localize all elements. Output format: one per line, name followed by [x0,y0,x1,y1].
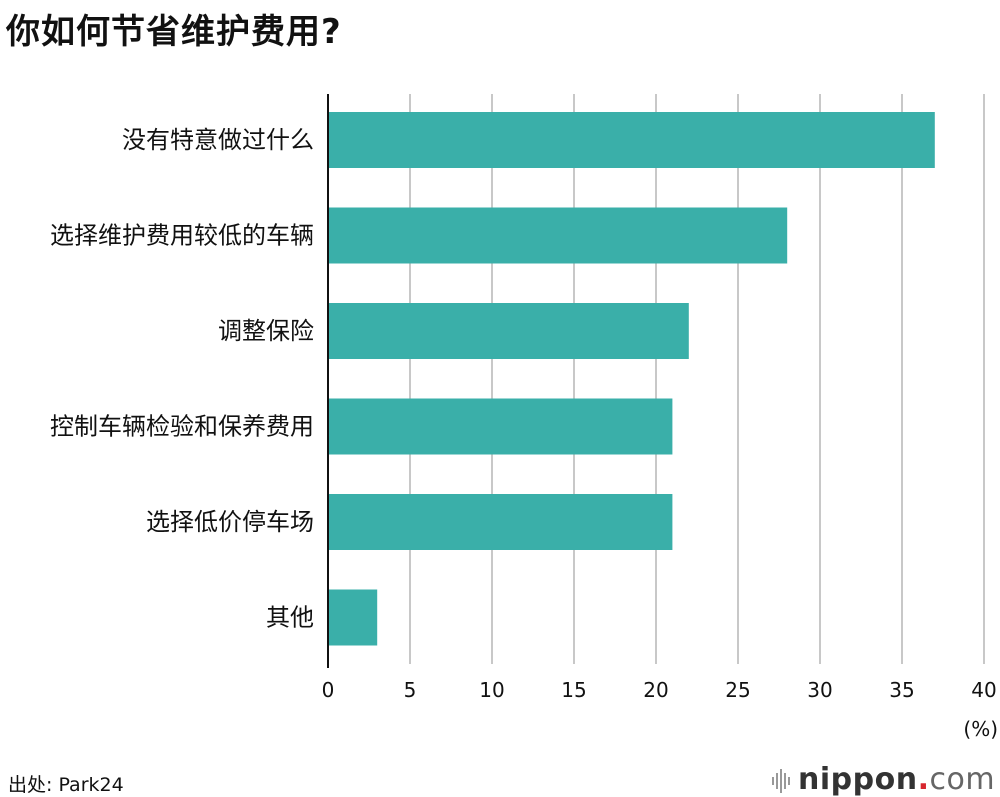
x-tick-label: 40 [971,678,996,702]
grid-lines [409,94,985,664]
x-tick-label: 25 [725,678,750,702]
x-tick-label: 20 [643,678,668,702]
bar [328,494,673,550]
bar [328,112,935,168]
x-tick-label: 0 [322,678,335,702]
logo-dot: . [917,762,930,797]
category-label: 控制车辆检验和保养费用 [50,413,314,441]
category-label: 选择低价停车场 [146,508,314,536]
logo-tld: com [929,762,996,797]
x-tick-label: 15 [561,678,586,702]
chart-title: 你如何节省维护费用? [6,12,342,52]
logo-name: nippon [798,762,918,797]
nippon-logo: nippon.com [772,762,995,797]
unit-label: (%) [963,717,998,741]
bar [328,589,378,646]
logo-bars-icon [772,768,790,793]
category-label: 调整保险 [218,317,314,345]
x-tick-label: 30 [807,678,832,702]
source-note: 出处: Park24 [8,774,124,796]
bar [328,398,673,455]
category-label: 选择维护费用较低的车辆 [50,222,314,250]
bar [328,303,689,359]
x-tick-label: 35 [889,678,914,702]
x-tick-label: 5 [404,678,417,702]
category-label: 没有特意做过什么 [122,126,314,154]
bars [328,112,935,646]
bar [328,207,788,264]
category-label: 其他 [266,604,314,632]
x-tick-label: 10 [479,678,504,702]
labels: 0 5 10 15 20 25 30 35 40 (%) 没有特意做过什么选择维护费用较低的车辆调整… [50,126,998,741]
